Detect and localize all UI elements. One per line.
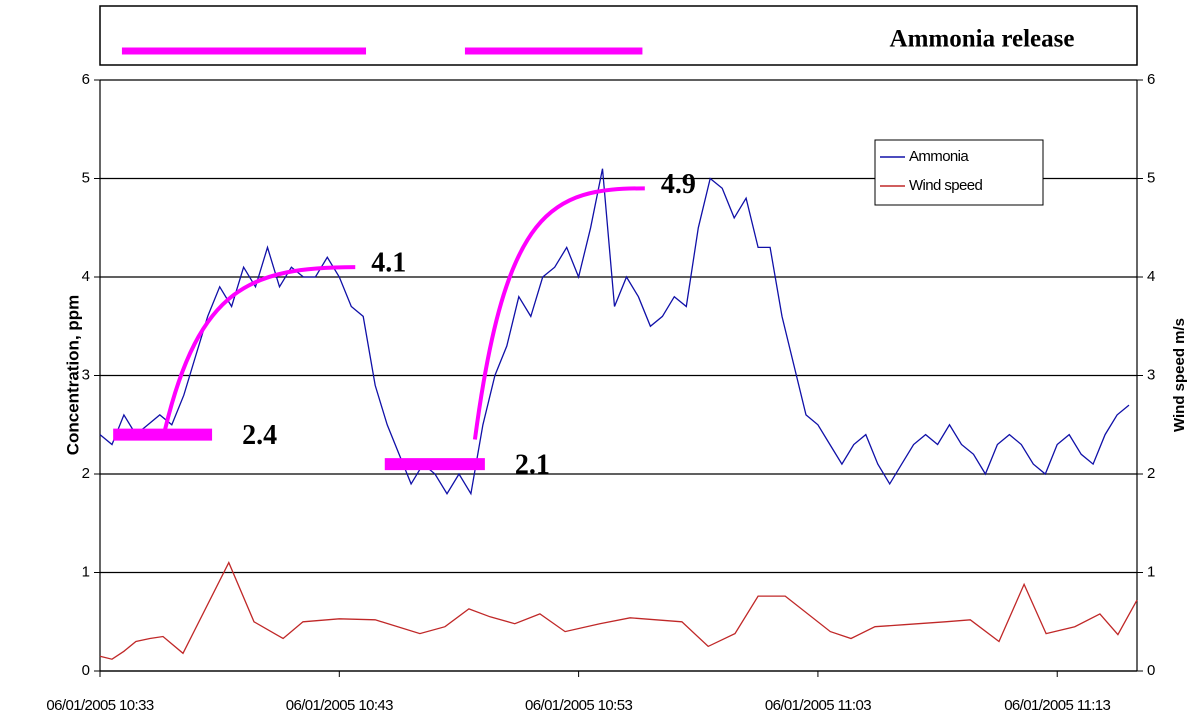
series-line <box>99 168 1130 496</box>
y-tick-label: 0 <box>82 662 90 679</box>
y2-axis-title: Wind speed m/s <box>1171 318 1188 432</box>
x-tick-label: 06/01/2005 11:03 <box>765 697 871 714</box>
level-label: 4.9 <box>661 169 696 200</box>
y-tick-label: 4 <box>82 268 90 285</box>
x-tick-label: 06/01/2005 10:33 <box>46 697 153 714</box>
y2-tick-label: 5 <box>1147 169 1155 186</box>
release-label: Ammonia release <box>890 26 1075 53</box>
level-label: 4.1 <box>371 248 406 279</box>
level-curve <box>472 186 645 440</box>
level-label: 2.1 <box>515 450 550 481</box>
x-tick-label: 06/01/2005 11:13 <box>1004 697 1110 714</box>
y-axis-title: Concentration, ppm <box>63 295 82 456</box>
y2-tick-label: 3 <box>1147 366 1155 383</box>
y2-tick-label: 2 <box>1147 465 1155 482</box>
y-tick-label: 1 <box>82 563 90 580</box>
x-tick-label: 06/01/2005 10:43 <box>286 697 393 714</box>
y2-tick-label: 1 <box>1147 563 1155 580</box>
series-line <box>99 561 1138 660</box>
y2-tick-label: 4 <box>1147 268 1155 285</box>
level-curve <box>163 265 356 431</box>
x-tick-label: 06/01/2005 10:53 <box>525 697 632 714</box>
y2-tick-label: 0 <box>1147 662 1155 679</box>
y2-tick-label: 6 <box>1147 71 1155 88</box>
y-tick-label: 2 <box>82 465 90 482</box>
legend-box <box>874 139 1044 206</box>
legend-label: Ammonia <box>909 148 969 165</box>
level-label: 2.4 <box>242 420 277 451</box>
y-tick-label: 5 <box>82 169 90 186</box>
y-tick-label: 3 <box>82 366 90 383</box>
release-box <box>99 5 1138 66</box>
legend-label: Wind speed <box>909 177 982 194</box>
y-tick-label: 6 <box>82 71 90 88</box>
